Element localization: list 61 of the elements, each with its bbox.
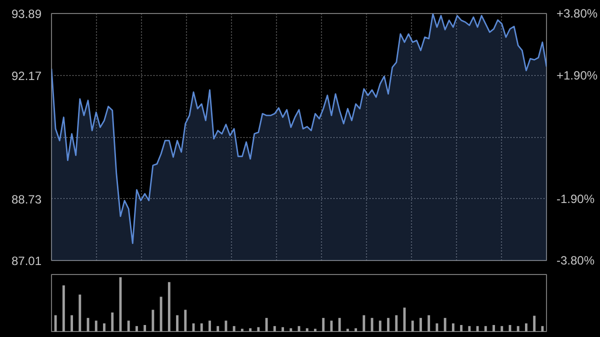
- y-tick-label: 92.17: [11, 68, 42, 83]
- bar: [370, 318, 374, 332]
- bar: [257, 327, 260, 332]
- bar: [176, 315, 178, 332]
- y-tick-label: 88.73: [11, 192, 42, 206]
- bar: [273, 326, 276, 332]
- bar: [468, 326, 471, 332]
- bar: [265, 318, 268, 332]
- bar: [54, 315, 57, 332]
- bar: [460, 324, 463, 332]
- bar: [144, 324, 146, 332]
- bar: [200, 323, 203, 332]
- bar: [492, 324, 495, 332]
- bar: [524, 323, 528, 332]
- bar: [290, 328, 292, 332]
- y2-tick-label: -1.90%: [556, 192, 595, 206]
- bar: [94, 320, 98, 332]
- bar: [395, 315, 398, 332]
- bar: [306, 328, 308, 332]
- bar: [387, 318, 390, 332]
- bar: [208, 320, 211, 332]
- bar: [282, 327, 284, 332]
- bar: [160, 296, 162, 332]
- bar: [338, 318, 341, 332]
- bar: [411, 320, 414, 332]
- bar: [354, 328, 358, 332]
- y-tick-label: 93.89: [11, 7, 42, 21]
- bar: [232, 326, 236, 332]
- bar: [500, 326, 504, 332]
- y2-tick-label: -3.80%: [556, 254, 595, 268]
- bar: [314, 328, 316, 332]
- bar: [216, 326, 220, 332]
- bar: [436, 323, 438, 332]
- bar: [168, 282, 170, 332]
- bar: [111, 312, 114, 332]
- bar: [484, 326, 487, 332]
- bar: [420, 318, 422, 332]
- bar: [452, 323, 454, 332]
- bar: [240, 328, 244, 332]
- bar: [322, 318, 325, 332]
- bar: [362, 315, 366, 332]
- bar: [127, 320, 130, 332]
- bar: [249, 328, 252, 332]
- bar: [428, 315, 430, 332]
- bar: [330, 320, 333, 332]
- bar: [516, 326, 520, 332]
- bar: [378, 320, 382, 332]
- bar: [152, 310, 154, 332]
- y2-tick-label: +1.90%: [556, 68, 598, 82]
- bar: [184, 310, 187, 332]
- y2-tick-label: +3.80%: [556, 6, 598, 20]
- bar: [78, 294, 82, 332]
- bar: [135, 326, 138, 332]
- bar: [346, 328, 349, 332]
- y-tick-label: 87.01: [11, 254, 42, 268]
- bar: [541, 326, 544, 332]
- bar: [103, 323, 106, 332]
- bar: [533, 316, 536, 332]
- bar: [70, 315, 74, 332]
- bar: [62, 285, 65, 332]
- bar: [444, 318, 446, 332]
